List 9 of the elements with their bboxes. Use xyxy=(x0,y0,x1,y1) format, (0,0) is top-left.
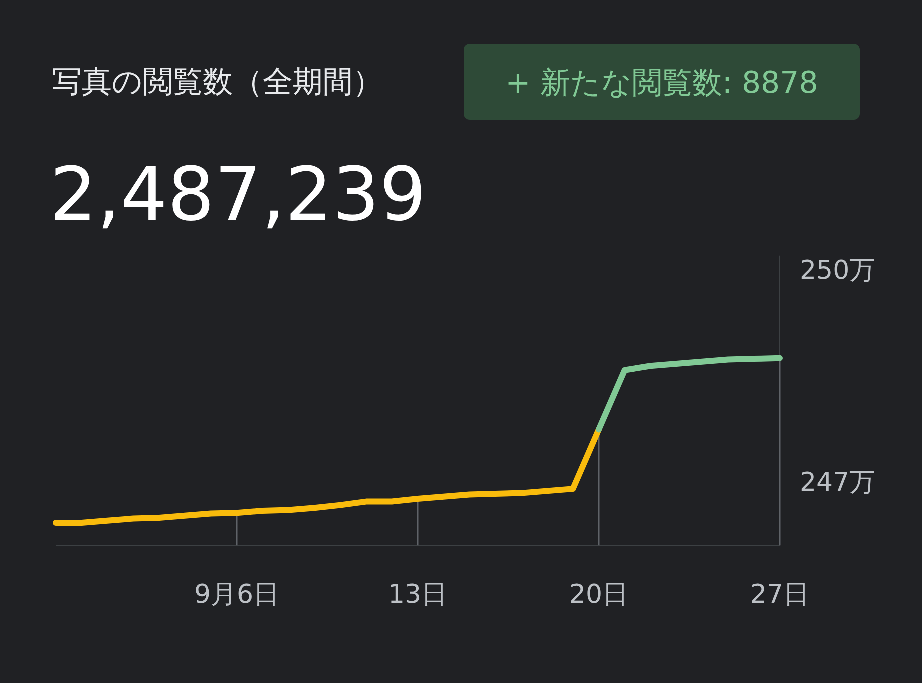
x-tick-label: 9月6日 xyxy=(194,580,280,610)
text: + 新たな閲覧数: 8878 xyxy=(506,66,818,101)
x-tick-label: 27日 xyxy=(750,580,810,610)
chart-subtitle: 2,487,239 xyxy=(50,152,427,238)
y-tick-label: 250万 xyxy=(800,256,876,286)
x-tick-label: 20日 xyxy=(569,580,629,610)
y-tick-label: 247万 xyxy=(800,468,876,498)
x-tick-label: 13日 xyxy=(388,580,448,610)
chart-title: 写真の閲覧数（全期間） xyxy=(52,65,383,100)
